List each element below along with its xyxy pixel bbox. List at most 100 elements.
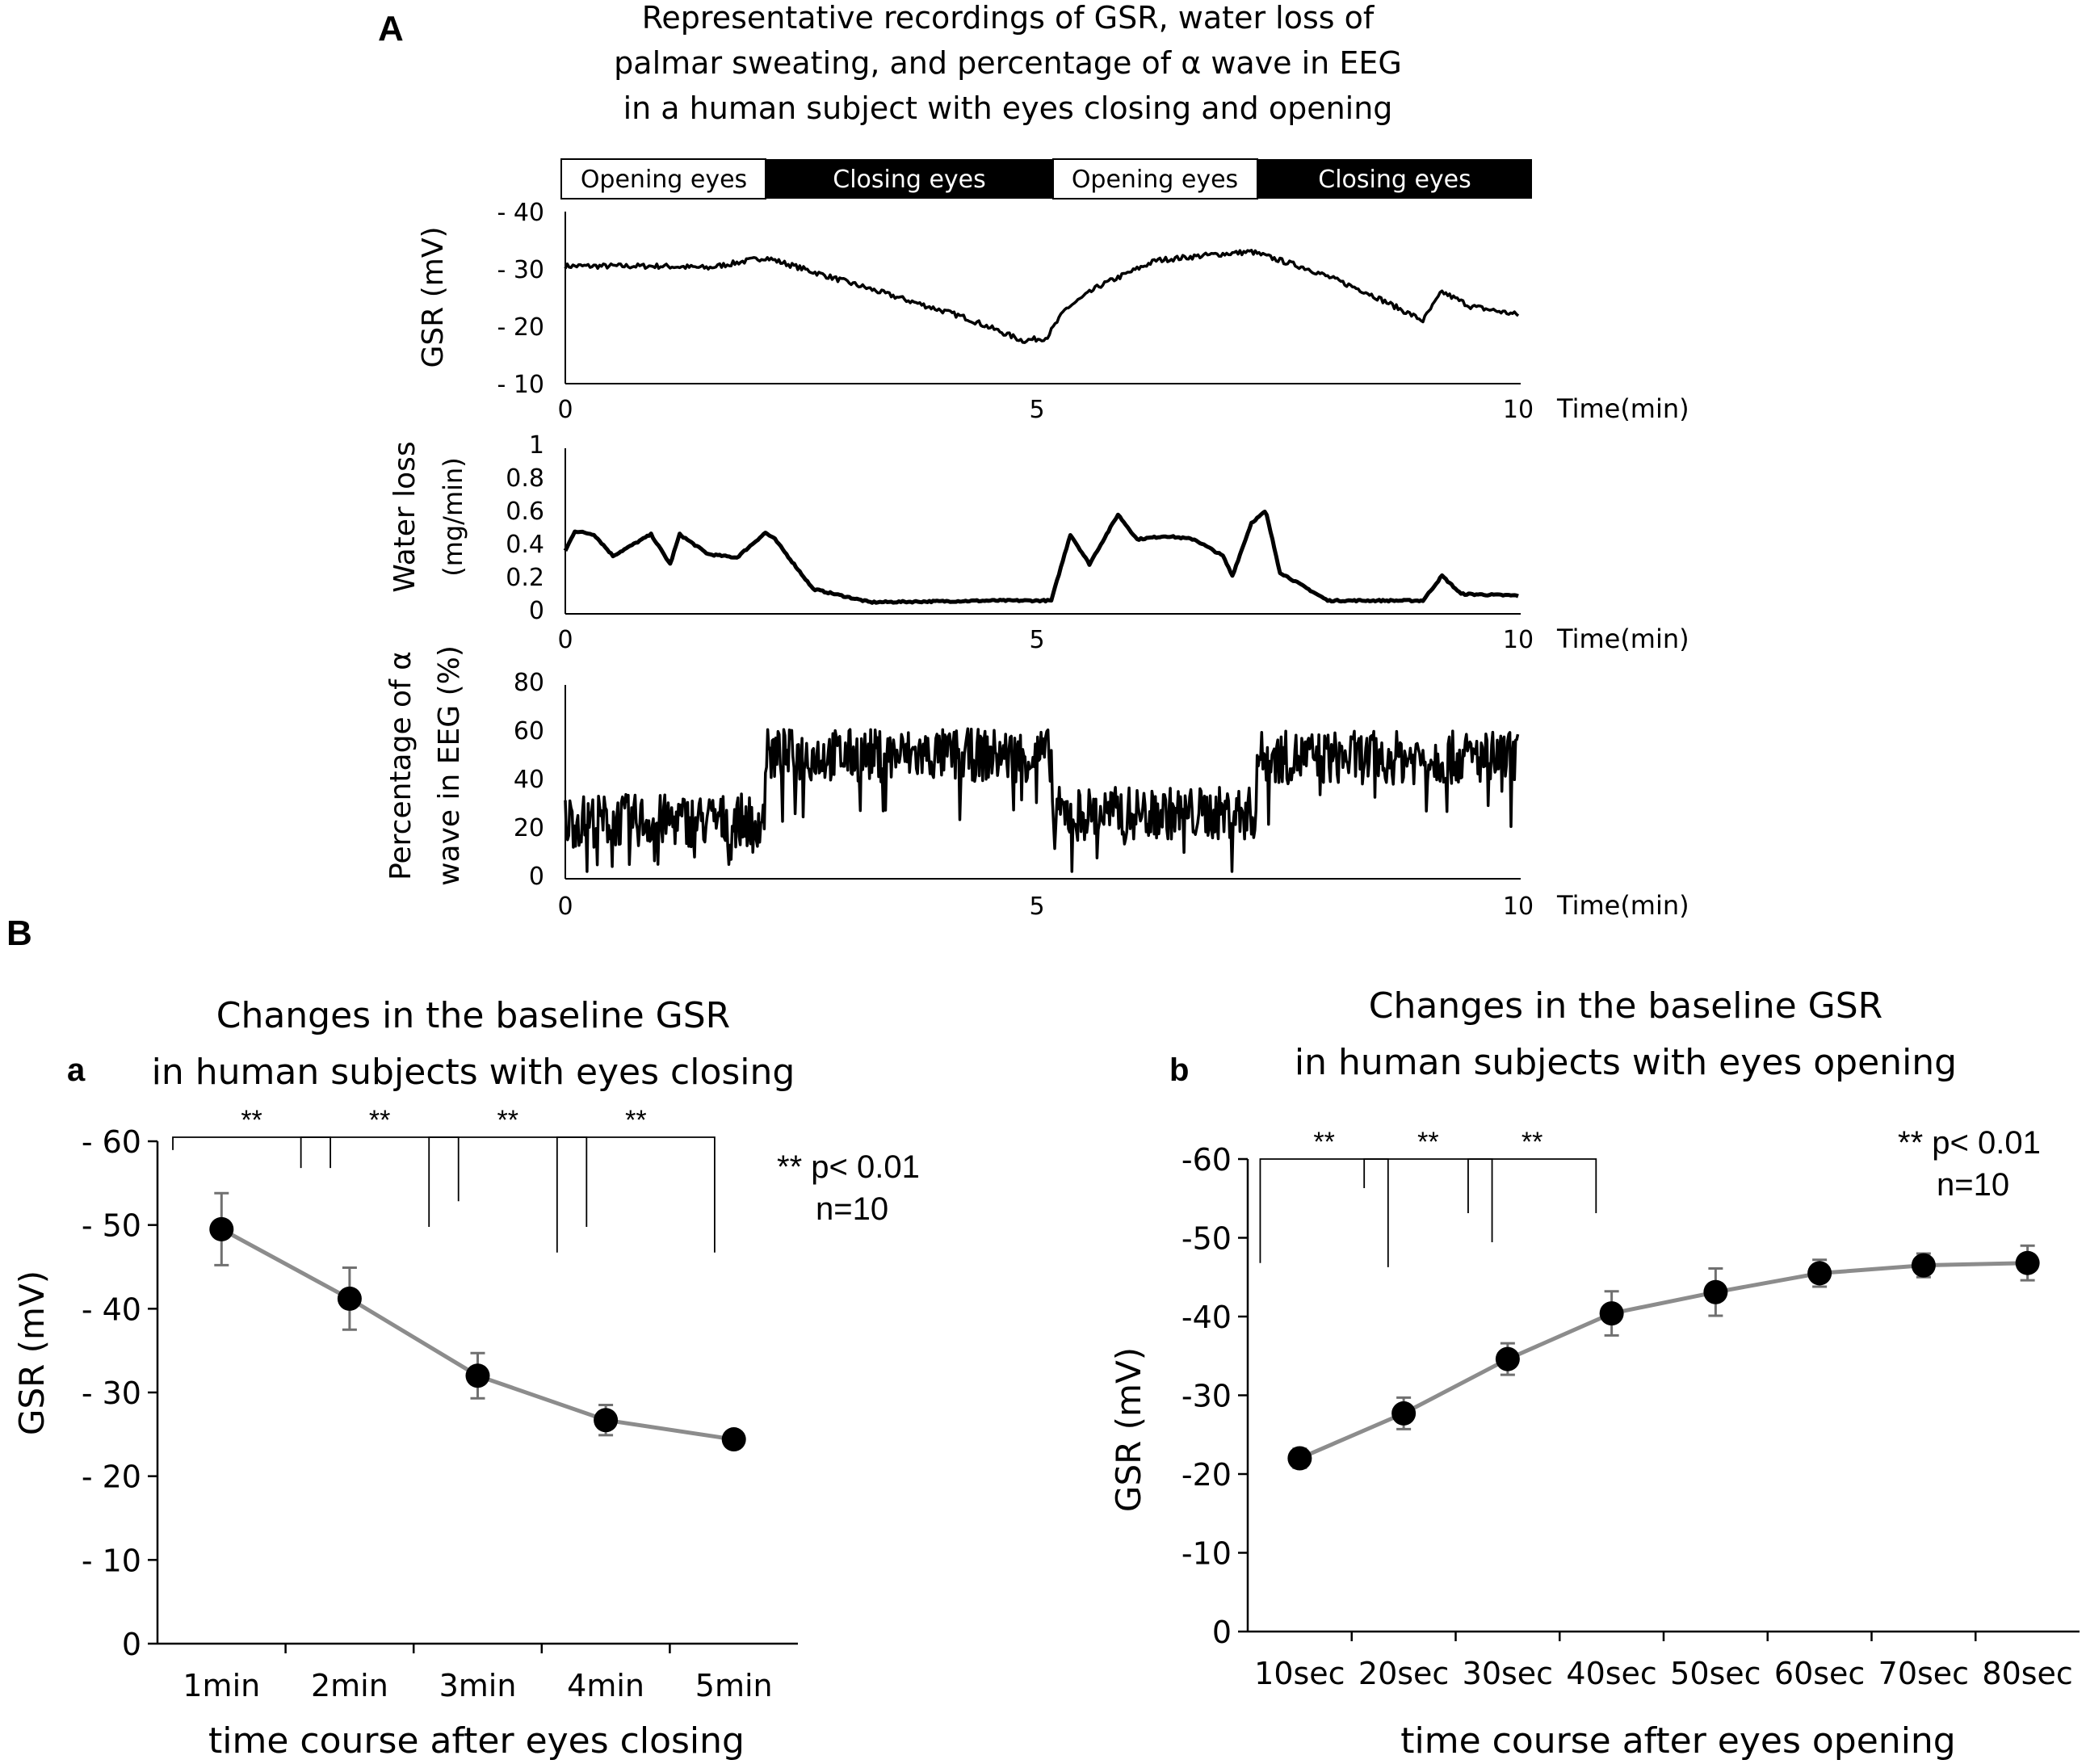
y-tick-label: - 10 (82, 1543, 141, 1578)
y-tick-label: -60 (1182, 1142, 1232, 1178)
y-tick-label: - 60 (82, 1124, 141, 1160)
water-loss-xtick-0: 0 (557, 626, 573, 654)
condition-segment-1 (560, 158, 766, 200)
data-point-20sec (1391, 1401, 1417, 1426)
data-point-3min (465, 1363, 490, 1388)
eyes-closing-x-label: time course after eyes closing (208, 1720, 745, 1762)
alpha-wave-xtick-0: 0 (557, 892, 573, 921)
y-tick-label: 0 (122, 1627, 141, 1662)
significance-stars-3: ** (497, 1105, 518, 1136)
alpha-wave-y-label-2: wave in EEG (%) (433, 645, 466, 886)
eyes-closing-n-note: n=10 (816, 1191, 888, 1227)
gsr-trace-x-label: Time(min) (1556, 393, 1689, 424)
y-tick-label: - 40 (82, 1292, 141, 1327)
condition-label-1: Opening eyes (581, 166, 747, 194)
eyes-closing-chart: a Changes in the baseline GSR in human s… (12, 995, 920, 1762)
eyes-opening-title-line-1: Changes in the baseline GSR (1369, 985, 1883, 1027)
condition-label-3: Opening eyes (1072, 166, 1238, 194)
gsr-trace-xtick-0: 0 (557, 396, 573, 424)
x-tick-label-20sec: 20sec (1358, 1656, 1449, 1691)
significance-bracket-2 (300, 1136, 460, 1202)
significance-bracket-3 (428, 1136, 588, 1228)
alpha-wave-x-label: Time(min) (1556, 890, 1689, 921)
condition-bar: Opening eyes Closing eyes Opening eyes C… (560, 158, 1532, 200)
significance-stars-2: ** (1417, 1127, 1438, 1157)
x-tick-label-70sec: 70sec (1878, 1656, 1969, 1691)
significance-bracket-3 (1467, 1158, 1597, 1213)
x-tick-label-5min: 5min (695, 1668, 773, 1703)
x-tick-label-3min: 3min (439, 1668, 517, 1703)
significance-stars-2: ** (369, 1105, 390, 1136)
y-tick-label: 0 (1212, 1615, 1232, 1650)
y-tick-label: -40 (1182, 1300, 1232, 1335)
alpha-wave-ytick-40: 40 (514, 766, 544, 794)
condition-segment-4 (1257, 159, 1532, 199)
x-tick-label-50sec: 50sec (1670, 1656, 1761, 1691)
eyes-opening-mean-line (1299, 1261, 2028, 1460)
eyes-closing-panel-label: a (67, 1052, 86, 1088)
y-tick-label: - 30 (82, 1376, 141, 1411)
gsr-trace-xtick-10: 10 (1503, 396, 1534, 424)
data-point-5min (721, 1427, 746, 1452)
eyes-closing-title-line-1: Changes in the baseline GSR (216, 995, 731, 1036)
x-tick-label-40sec: 40sec (1566, 1656, 1656, 1691)
water-loss-ytick-0.8: 0.8 (506, 464, 544, 493)
panel-a-label: A (378, 9, 404, 48)
water-loss-ytick-0: 0 (529, 597, 544, 625)
eyes-closing-title-line-2: in human subjects with eyes closing (152, 1052, 795, 1093)
gsr-trace-xtick-5: 5 (1029, 396, 1044, 424)
water-loss-line (563, 510, 1519, 605)
gsr-trace-line (564, 249, 1520, 344)
gsr-trace-ytick-20: - 20 (497, 313, 544, 342)
significance-bracket-1 (1259, 1158, 1389, 1267)
data-point-1min (209, 1216, 234, 1241)
data-point-4min (594, 1408, 619, 1433)
panel-b-label: B (6, 914, 32, 953)
eyes-closing-significance-brackets: ** ** ** ** (172, 1105, 716, 1253)
significance-stars-1: ** (1313, 1127, 1334, 1157)
y-tick-label: - 20 (82, 1460, 141, 1495)
panel-a-title-line-1: Representative recordings of GSR, water … (642, 0, 1375, 36)
eyes-opening-significance-note: ** p< 0.01 (1898, 1125, 2041, 1161)
alpha-wave-xtick-5: 5 (1029, 892, 1044, 921)
water-loss-ytick-0.6: 0.6 (506, 498, 544, 526)
significance-bracket-4 (556, 1136, 716, 1253)
y-tick-label: -20 (1182, 1457, 1232, 1493)
x-tick-label-1min: 1min (183, 1668, 260, 1703)
panel-a-title-line-2: palmar sweating, and percentage of α wav… (614, 45, 1402, 81)
y-tick-label: -50 (1182, 1221, 1232, 1257)
water-loss-xtick-10: 10 (1503, 626, 1534, 654)
condition-segment-3 (1052, 158, 1258, 200)
data-point-80sec (2015, 1250, 2040, 1275)
alpha-wave-ytick-60: 60 (514, 717, 544, 746)
water-loss-ytick-0.4: 0.4 (506, 531, 544, 559)
significance-stars-1: ** (241, 1105, 262, 1136)
gsr-trace-ytick-30: - 30 (497, 256, 544, 284)
condition-segment-2 (766, 159, 1053, 199)
significance-bracket-2 (1363, 1158, 1493, 1242)
alpha-wave-ytick-0: 0 (529, 863, 544, 891)
water-loss-y-label-2: (mg/min) (438, 457, 468, 577)
eyes-opening-x-label: time course after eyes opening (1400, 1720, 1955, 1762)
water-loss-x-label: Time(min) (1556, 624, 1689, 654)
data-point-10sec (1287, 1446, 1312, 1471)
x-tick-label-80sec: 80sec (1982, 1656, 2072, 1691)
condition-label-4: Closing eyes (1318, 166, 1471, 194)
eyes-closing-y-label: GSR (mV) (12, 1270, 52, 1435)
x-tick-label-30sec: 30sec (1463, 1656, 1553, 1691)
data-point-2min (337, 1286, 362, 1311)
alpha-wave-line (564, 727, 1520, 873)
gsr-trace-y-label: GSR (mV) (417, 227, 450, 368)
y-tick-label: -10 (1182, 1536, 1232, 1572)
gsr-trace-ytick-40: - 40 (497, 199, 544, 227)
eyes-closing-axes: 0 - 10 - 20 - 30 - 40 - 50 - 60 1min 2min 3min 4mi… (82, 1124, 798, 1703)
data-point-30sec (1495, 1346, 1520, 1371)
significance-stars-4: ** (625, 1105, 646, 1136)
alpha-wave-chart: 80 60 40 20 0 0 5 10 Time(min) Percentag… (384, 645, 1689, 921)
data-point-50sec (1703, 1279, 1728, 1304)
eyes-opening-axes: 0 -10 -20 -30 -40 -50 -60 10sec 20sec 30sec 40sec 5… (1182, 1142, 2080, 1691)
eyes-closing-significance-note: ** p< 0.01 (777, 1149, 920, 1185)
eyes-opening-significance-brackets: ** ** ** (1259, 1127, 1597, 1267)
alpha-wave-y-label-1: Percentage of α (384, 651, 418, 880)
